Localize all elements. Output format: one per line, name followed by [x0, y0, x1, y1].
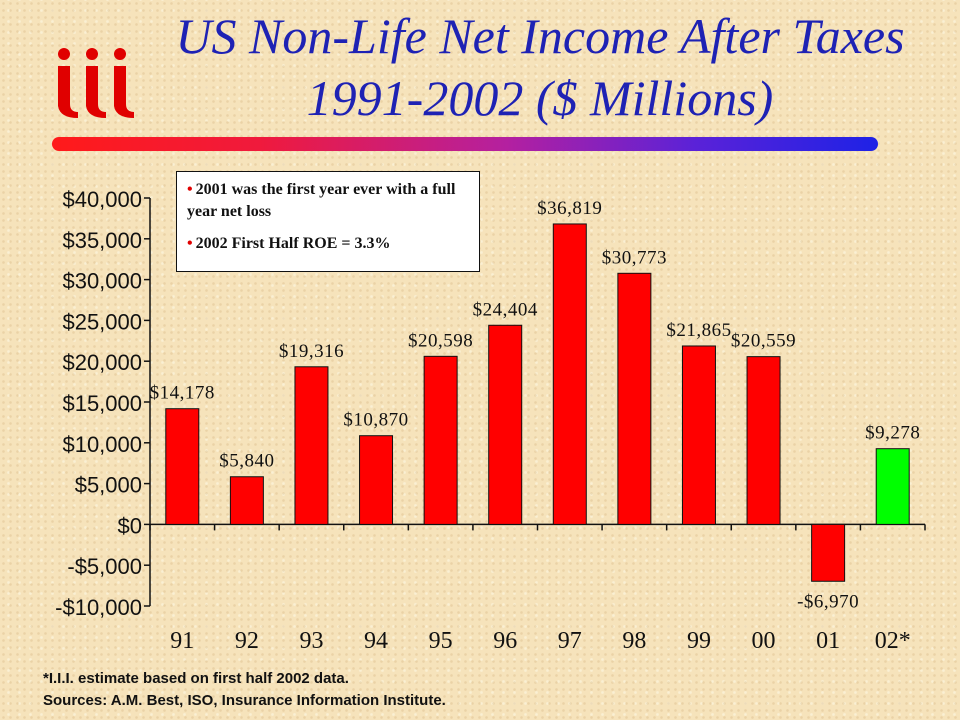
y-tick-label: $40,000	[62, 187, 142, 212]
y-tick-label: -$10,000	[55, 595, 142, 620]
bar-95	[423, 355, 458, 525]
y-tick-label: $5,000	[75, 473, 142, 498]
bar-value-label: $19,316	[279, 341, 344, 362]
annotation-bullet-2: • 2002 First Half ROE = 3.3%	[187, 233, 471, 255]
bar-02*	[875, 448, 910, 525]
y-tick-label: $30,000	[62, 269, 142, 294]
bullet-icon: •	[187, 235, 193, 252]
annotation-text-2: 2002 First Half ROE = 3.3%	[195, 235, 391, 252]
title-divider-bar	[52, 137, 878, 151]
bar-value-label: -$6,970	[797, 591, 859, 612]
y-tick-label: $0	[118, 513, 142, 538]
bar-92	[229, 476, 264, 525]
x-category-label: 97	[558, 628, 582, 654]
sources-footnote: Sources: A.M. Best, ISO, Insurance Infor…	[43, 692, 446, 709]
bar-value-label: $10,870	[343, 410, 408, 431]
iii-logo	[58, 48, 134, 118]
bar-value-label: $9,278	[865, 423, 920, 444]
y-tick-label: $20,000	[62, 350, 142, 375]
annotation-bullet-1: • 2001 was the first year ever with a ful…	[187, 179, 471, 223]
bar-value-label: $14,178	[150, 383, 215, 404]
x-category-label: 98	[622, 628, 646, 654]
bar-93	[294, 366, 329, 525]
chart-title-line-1: US Non-Life Net Income After Taxes	[175, 8, 905, 64]
y-tick-label: $25,000	[62, 309, 142, 334]
annotation-text-1: 2001 was the first year ever with a full…	[187, 181, 456, 220]
estimate-footnote: *I.I.I. estimate based on first half 200…	[43, 670, 349, 687]
x-category-label: 92	[235, 628, 259, 654]
y-tick-label: $15,000	[62, 391, 142, 416]
annotation-box: • 2001 was the first year ever with a ful…	[176, 171, 480, 272]
bar-value-label: $20,598	[408, 330, 473, 351]
bar-01	[811, 523, 846, 582]
bar-value-label: $5,840	[219, 451, 274, 472]
bar-00	[746, 356, 781, 525]
bar-value-label: $21,865	[666, 320, 731, 341]
bar-value-label: $30,773	[602, 247, 667, 268]
x-category-label: 99	[687, 628, 711, 654]
y-tick-label: $35,000	[62, 228, 142, 253]
bar-98	[617, 272, 652, 525]
bar-96	[488, 324, 523, 525]
bar-94	[359, 435, 394, 525]
x-category-label: 95	[429, 628, 453, 654]
bar-value-label: $20,559	[731, 331, 796, 352]
x-category-label: 93	[299, 628, 323, 654]
x-category-label: 94	[364, 628, 388, 654]
y-tick-label: -$5,000	[67, 554, 142, 579]
bar-value-label: $36,819	[537, 198, 602, 219]
y-tick-label: $10,000	[62, 432, 142, 457]
chart-title-line-2: 1991-2002 ($ Millions)	[306, 70, 774, 126]
x-category-label: 02*	[875, 628, 911, 654]
bar-99	[681, 345, 716, 525]
x-category-label: 91	[170, 628, 194, 654]
bar-97	[552, 223, 587, 525]
x-category-label: 00	[752, 628, 776, 654]
x-category-label: 01	[816, 628, 840, 654]
x-category-label: 96	[493, 628, 517, 654]
bar-91	[165, 408, 200, 525]
bar-value-label: $24,404	[473, 299, 538, 320]
bullet-icon: •	[187, 181, 193, 198]
